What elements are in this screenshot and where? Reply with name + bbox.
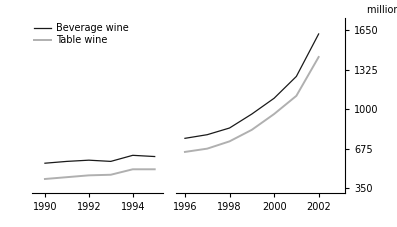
Legend: Beverage wine, Table wine: Beverage wine, Table wine	[34, 23, 129, 45]
Text: million L: million L	[367, 5, 397, 15]
